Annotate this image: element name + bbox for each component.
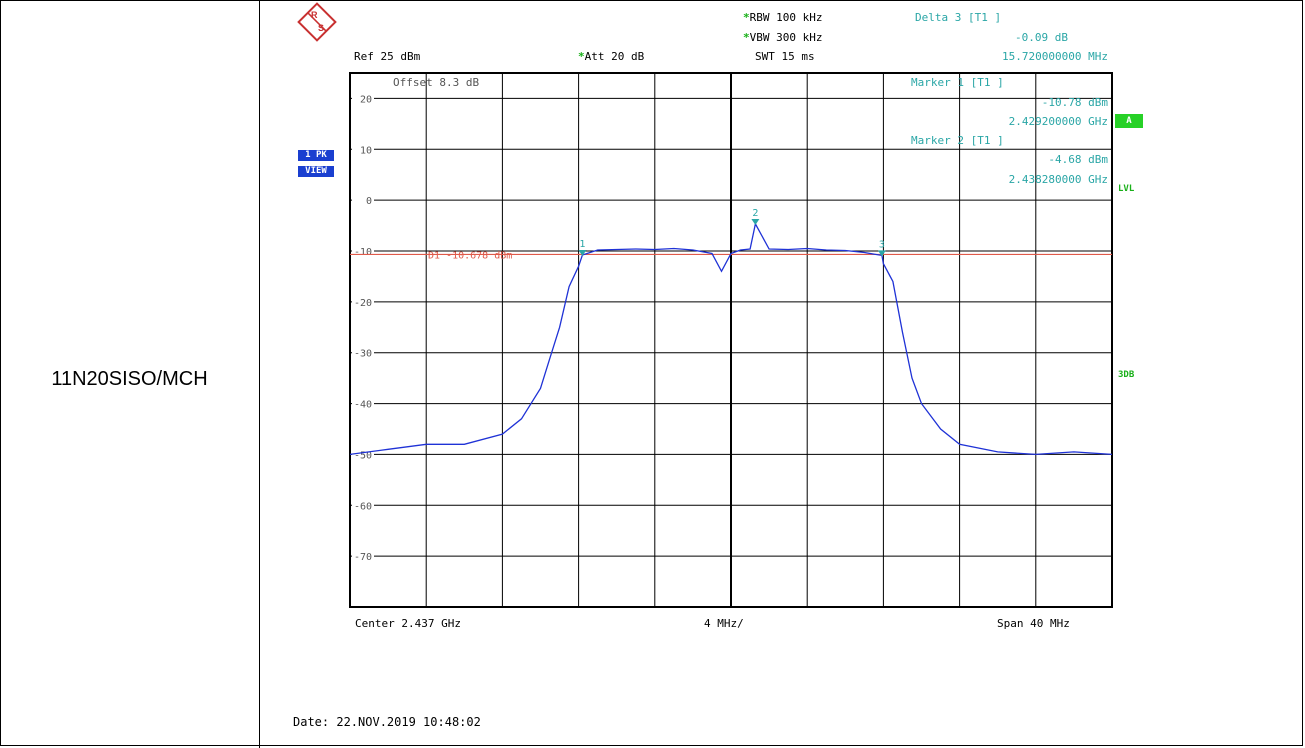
y-tick-bg — [352, 143, 374, 155]
status-a-badge: A — [1115, 114, 1143, 128]
y-tick-bg — [352, 346, 374, 358]
svg-text:R: R — [311, 10, 318, 20]
marker-2-label: 2 — [752, 208, 758, 219]
y-tick-label: -20 — [354, 298, 372, 309]
y-tick-bg — [352, 448, 374, 460]
y-tick-label: 10 — [360, 145, 372, 156]
trace-view-label: VIEW — [298, 166, 334, 177]
y-tick-label: -30 — [354, 349, 372, 360]
attenuation: *Att 20 dB — [578, 50, 645, 63]
marker2-freq: 2.438280000 GHz — [1008, 173, 1108, 186]
marker-2-symbol — [751, 218, 760, 225]
marker1-level: -10.78 dBm — [1041, 96, 1108, 109]
marker-3-symbol — [877, 250, 886, 257]
marker-1-label: 1 — [579, 239, 585, 250]
y-tick-bg — [352, 245, 374, 256]
frequency-span: Span 40 MHz — [997, 617, 1070, 630]
y-tick-label: 20 — [360, 94, 372, 105]
y-tick-bg — [352, 499, 374, 511]
y-tick-bg — [352, 295, 374, 307]
y-tick-label: 0 — [366, 196, 372, 207]
y-tick-label: -50 — [354, 450, 372, 461]
swt-readout: SWT 15 ms — [755, 50, 815, 63]
y-tick-bg — [352, 550, 374, 562]
capture-date: Date: 22.NOV.2019 10:48:02 — [293, 715, 481, 729]
marker1-freq: 2.429200000 GHz — [1008, 115, 1108, 128]
rbw-readout: *RBW 100 kHz — [743, 11, 823, 24]
display-line-label: D1 -10.678 dBm — [428, 250, 512, 261]
y-tick-label: -70 — [354, 552, 372, 563]
lvl-label: LVL — [1118, 184, 1135, 194]
offset-readout: Offset 8.3 dB — [393, 76, 480, 89]
trace-pk-label: 1 PK — [298, 150, 334, 161]
y-tick-bg — [352, 92, 374, 104]
marker-3-label: 3 — [879, 239, 885, 250]
marker2-title: Marker 2 [T1 ] — [911, 134, 1004, 147]
3db-label: 3DB — [1118, 370, 1135, 380]
center-frequency: Center 2.437 GHz — [355, 617, 461, 630]
delta3-title: Delta 3 [T1 ] — [915, 11, 1002, 24]
grid — [350, 73, 1112, 607]
trace-line — [349, 222, 1113, 456]
column-divider — [259, 0, 260, 748]
marker2-level: -4.68 dBm — [1048, 153, 1108, 166]
y-tick-bg — [352, 194, 374, 206]
markers-group: 1 2 3 — [578, 208, 886, 257]
y-tick-bg — [352, 397, 374, 409]
y-tick-label: -60 — [354, 501, 372, 512]
vbw-readout: *VBW 300 kHz — [743, 31, 823, 44]
marker1-title: Marker 1 [T1 ] — [911, 76, 1004, 89]
marker-1-symbol — [578, 249, 587, 256]
svg-text:S: S — [318, 23, 324, 33]
trace — [349, 222, 1113, 456]
delta3-freq: 15.720000000 MHz — [1002, 50, 1108, 63]
ref-level: Ref 25 dBm — [354, 50, 421, 63]
delta3-level: -0.09 dB — [1015, 31, 1068, 44]
y-tick-label: -10 — [354, 247, 372, 258]
y-tick-label: -40 — [354, 400, 372, 411]
y-tick-labels: 20 10 0 -10 -20 -30 -40 -50 -60 -70 — [352, 92, 374, 563]
row-label: 11N20SISO/MCH — [51, 368, 208, 390]
frequency-division: 4 MHz/ — [704, 617, 744, 630]
